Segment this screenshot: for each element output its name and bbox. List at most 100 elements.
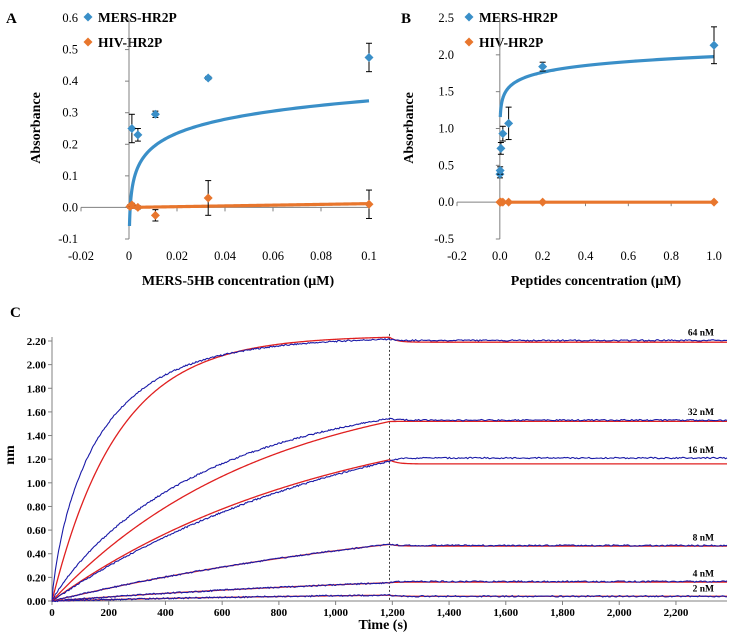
panel-c-label: C (10, 305, 21, 321)
panel-a-ytick-label: 0.2 (62, 137, 78, 151)
panel-b-ytick-label: 0.0 (438, 195, 454, 209)
panel-b-xlabel: Peptides concentration (μM) (511, 274, 682, 289)
panel-b-mers-point (496, 143, 506, 153)
panel-a-ytick-label: 0.6 (62, 11, 78, 25)
panel-a-xtick-label: -0.02 (68, 249, 94, 263)
panel-b-mers-point (709, 40, 719, 50)
panel-b-mers-point (504, 118, 514, 128)
panel-c-ytick-label: 1.20 (27, 454, 47, 466)
panel-b-xtick-label: 0.2 (535, 249, 551, 263)
panel-a-mers-point (133, 130, 143, 140)
panel-c-32-nm-measured-curve (51, 417, 728, 602)
panel-c-8-nm-fit-curve (51, 543, 727, 602)
panel-a-mers-point (203, 73, 213, 83)
panel-a-ytick-label: 0.0 (62, 200, 78, 214)
panel-c-label-16-nm: 16 nM (688, 446, 714, 456)
panel-b-mers-fit-curve (498, 55, 715, 118)
panel-c-xtick-label: 800 (271, 607, 288, 619)
panel-c-label-32-nm: 32 nM (688, 408, 714, 418)
panel-c-xtick-label: 1,600 (493, 607, 518, 619)
panel-c-ytick-label: 0.00 (27, 596, 47, 608)
panel-c-ytick-label: 2.20 (27, 336, 47, 348)
panel-c-ytick-label: 0.60 (27, 525, 47, 537)
panel-c-ytick-label: 1.80 (27, 383, 47, 395)
panel-b-chart: B Absorbance Peptides concentration (μM)… (401, 10, 722, 289)
panel-b-ytick-label: 2.5 (438, 11, 454, 25)
panel-a-hiv-point (203, 193, 213, 203)
panel-c-ylabel: nm (3, 445, 18, 465)
panel-c-xtick-label: 1,200 (380, 607, 405, 619)
panel-c-64-nm-fit-curve (51, 336, 727, 602)
panel-a-mers-point (364, 52, 374, 62)
panel-b-ytick-label: 0.5 (438, 158, 454, 172)
panel-b-mers-point (538, 62, 548, 72)
panel-c-xtick-label: 0 (49, 607, 55, 619)
panel-b-label: B (401, 11, 411, 27)
panel-c-ytick-label: 0.20 (27, 572, 47, 584)
panel-a-hiv-point (133, 202, 143, 212)
panel-b-ytick-label: -0.5 (434, 232, 454, 246)
panel-b-xtick-label: 0.0 (492, 249, 508, 263)
panel-c-xtick-label: 400 (157, 607, 174, 619)
panel-c-ytick-label: 0.80 (27, 501, 47, 513)
panel-c-4-nm-measured-curve (51, 580, 728, 602)
panel-a-xtick-label: 0.02 (166, 249, 188, 263)
panel-b-legend-hiv: HIV-HR2P (479, 35, 543, 50)
panel-b-legend-hiv-marker (464, 37, 474, 47)
panel-c-64-nm-measured-curve (51, 337, 727, 602)
panel-c-label-8-nm: 8 nM (693, 533, 714, 543)
panel-b-xtick-label: 0.6 (621, 249, 637, 263)
panel-c-xtick-label: 1,000 (323, 607, 348, 619)
panel-c-chart: C nm Time (s) 0.00 0.20 0.40 0.60 0.80 1.00 1.… (3, 305, 728, 633)
panel-a-hiv-fit-curve (128, 202, 370, 210)
panel-b-hiv-point (538, 197, 548, 207)
panel-a-chart: A Absorbance MERS-5HB concentration (μM)… (6, 10, 377, 289)
panel-c-16-nm-measured-curve (51, 456, 728, 603)
panel-b-hiv-point (498, 197, 508, 207)
panel-a-ytick-label: 0.1 (62, 169, 78, 183)
panel-a-ytick-label: -0.1 (58, 232, 78, 246)
panel-c-label-64-nm: 64 nM (688, 328, 714, 338)
panel-a-ylabel: Absorbance (29, 92, 44, 164)
panel-c-16-nm-fit-curve (51, 459, 727, 602)
panel-b-mers-point (495, 165, 505, 175)
panel-a-xtick-label: 0.1 (361, 249, 377, 263)
panel-c-32-nm-fit-curve (51, 420, 727, 602)
panel-b-legend-mers-marker (464, 12, 474, 22)
panel-c-xtick-label: 2,200 (664, 607, 689, 619)
panel-a-ytick-label: 0.5 (62, 43, 78, 57)
panel-a-xlabel: MERS-5HB concentration (μM) (142, 274, 335, 289)
panel-b-hiv-point (709, 197, 719, 207)
panel-c-8-nm-measured-curve (51, 543, 728, 602)
panel-c-xtick-label: 600 (214, 607, 231, 619)
panel-b-hiv-point (504, 197, 514, 207)
panel-c-xtick-label: 200 (100, 607, 117, 619)
panel-c-label-4-nm: 4 nM (693, 570, 714, 580)
panel-a-mers-point (150, 109, 160, 119)
panel-b-ytick-label: 1.0 (438, 122, 454, 136)
panel-b-xtick-label: 1.0 (706, 249, 722, 263)
panel-c-ytick-label: 1.00 (27, 478, 47, 490)
panel-c-xtick-label: 2,000 (607, 607, 632, 619)
panel-c-ytick-label: 1.60 (27, 407, 47, 419)
panel-a-xtick-label: 0.08 (310, 249, 332, 263)
panel-c-xtick-label: 1,800 (550, 607, 575, 619)
panel-c-label-2-nm: 2 nM (693, 584, 714, 594)
panel-c-ytick-label: 1.40 (27, 431, 47, 443)
panel-b-xtick-label: 0.4 (578, 249, 594, 263)
panel-a-xtick-label: 0 (126, 249, 132, 263)
panel-a-ytick-label: 0.4 (62, 74, 78, 88)
panel-a-xtick-label: 0.06 (262, 249, 284, 263)
panel-b-legend-mers: MERS-HR2P (479, 10, 558, 25)
panel-a-legend-mers: MERS-HR2P (98, 10, 177, 25)
panel-c-xlabel: Time (s) (358, 618, 407, 633)
panel-b-ytick-label: 2.0 (438, 48, 454, 62)
panel-b-xtick-label: -0.2 (447, 249, 467, 263)
panel-a-hiv-point (364, 199, 374, 209)
panel-a-mers-point (127, 124, 137, 133)
panel-a-hiv-point (150, 210, 160, 220)
panel-b-mers-point (498, 129, 508, 139)
panel-c-ytick-label: 0.40 (27, 549, 47, 561)
panel-b-xtick-label: 0.8 (663, 249, 679, 263)
